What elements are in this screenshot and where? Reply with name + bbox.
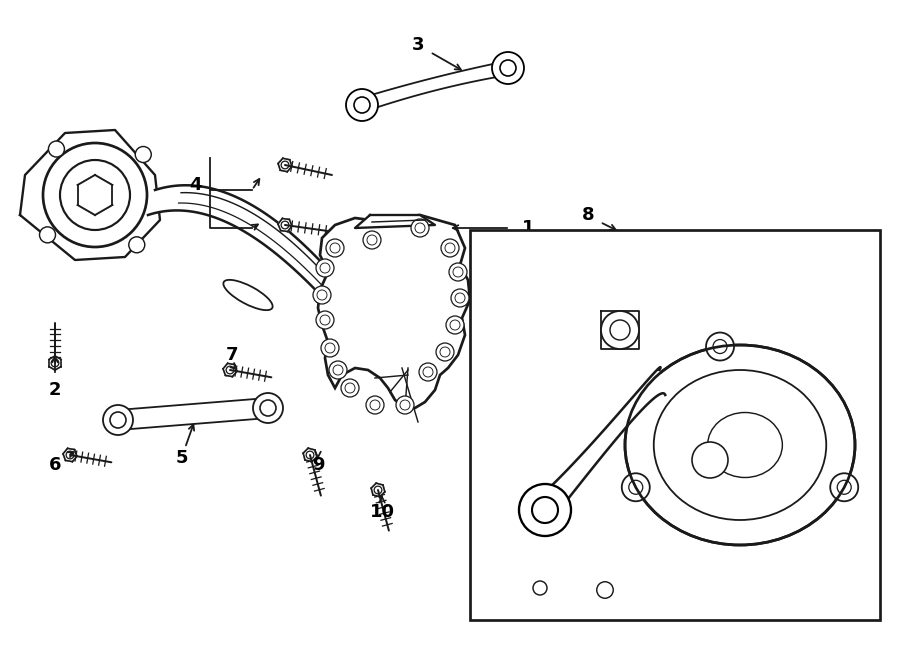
Circle shape — [316, 311, 334, 329]
Polygon shape — [278, 219, 292, 231]
Polygon shape — [303, 448, 317, 462]
Circle shape — [321, 339, 339, 357]
Polygon shape — [117, 398, 269, 430]
Circle shape — [346, 89, 378, 121]
Polygon shape — [278, 159, 292, 172]
Ellipse shape — [625, 345, 855, 545]
Polygon shape — [318, 215, 470, 408]
Text: 6: 6 — [49, 456, 61, 474]
Circle shape — [411, 219, 429, 237]
Circle shape — [449, 263, 467, 281]
Circle shape — [366, 396, 384, 414]
Text: 12: 12 — [627, 581, 652, 599]
Text: 1: 1 — [522, 219, 535, 237]
Circle shape — [692, 442, 728, 478]
Polygon shape — [592, 575, 618, 605]
Circle shape — [519, 484, 571, 536]
Circle shape — [135, 147, 151, 163]
Polygon shape — [371, 483, 385, 497]
Circle shape — [441, 239, 459, 257]
Circle shape — [49, 141, 65, 157]
Circle shape — [451, 289, 469, 307]
Circle shape — [329, 361, 347, 379]
Polygon shape — [672, 288, 688, 302]
Text: 5: 5 — [176, 449, 188, 467]
Text: 8: 8 — [581, 206, 594, 224]
Circle shape — [363, 231, 381, 249]
Polygon shape — [223, 364, 237, 377]
Circle shape — [60, 160, 130, 230]
Circle shape — [316, 259, 334, 277]
Circle shape — [436, 343, 454, 361]
Text: 13: 13 — [555, 321, 580, 339]
Polygon shape — [63, 448, 76, 461]
Circle shape — [446, 316, 464, 334]
Polygon shape — [148, 185, 390, 375]
Circle shape — [326, 239, 344, 257]
Ellipse shape — [223, 280, 273, 310]
Circle shape — [129, 237, 145, 253]
Polygon shape — [601, 311, 639, 349]
Text: 4: 4 — [189, 176, 202, 194]
Circle shape — [601, 311, 639, 349]
Bar — [470, 230, 880, 620]
Circle shape — [526, 574, 554, 602]
Text: 3: 3 — [412, 36, 424, 54]
Circle shape — [419, 363, 437, 381]
Circle shape — [830, 473, 859, 501]
Circle shape — [622, 473, 650, 501]
Circle shape — [253, 393, 283, 423]
Polygon shape — [355, 215, 435, 228]
Circle shape — [492, 52, 524, 84]
Circle shape — [43, 143, 147, 247]
Circle shape — [396, 396, 414, 414]
Text: 14: 14 — [658, 286, 682, 304]
Circle shape — [341, 379, 359, 397]
Text: 11: 11 — [527, 603, 553, 621]
Text: 10: 10 — [370, 503, 394, 521]
Circle shape — [40, 227, 56, 243]
Polygon shape — [545, 367, 665, 528]
Polygon shape — [20, 130, 160, 260]
Circle shape — [706, 332, 734, 360]
Text: 9: 9 — [311, 456, 324, 474]
Polygon shape — [360, 61, 509, 112]
Text: 7: 7 — [226, 346, 239, 364]
Text: 2: 2 — [49, 381, 61, 399]
Polygon shape — [77, 175, 112, 215]
Circle shape — [313, 286, 331, 304]
Polygon shape — [49, 356, 61, 370]
Circle shape — [103, 405, 133, 435]
